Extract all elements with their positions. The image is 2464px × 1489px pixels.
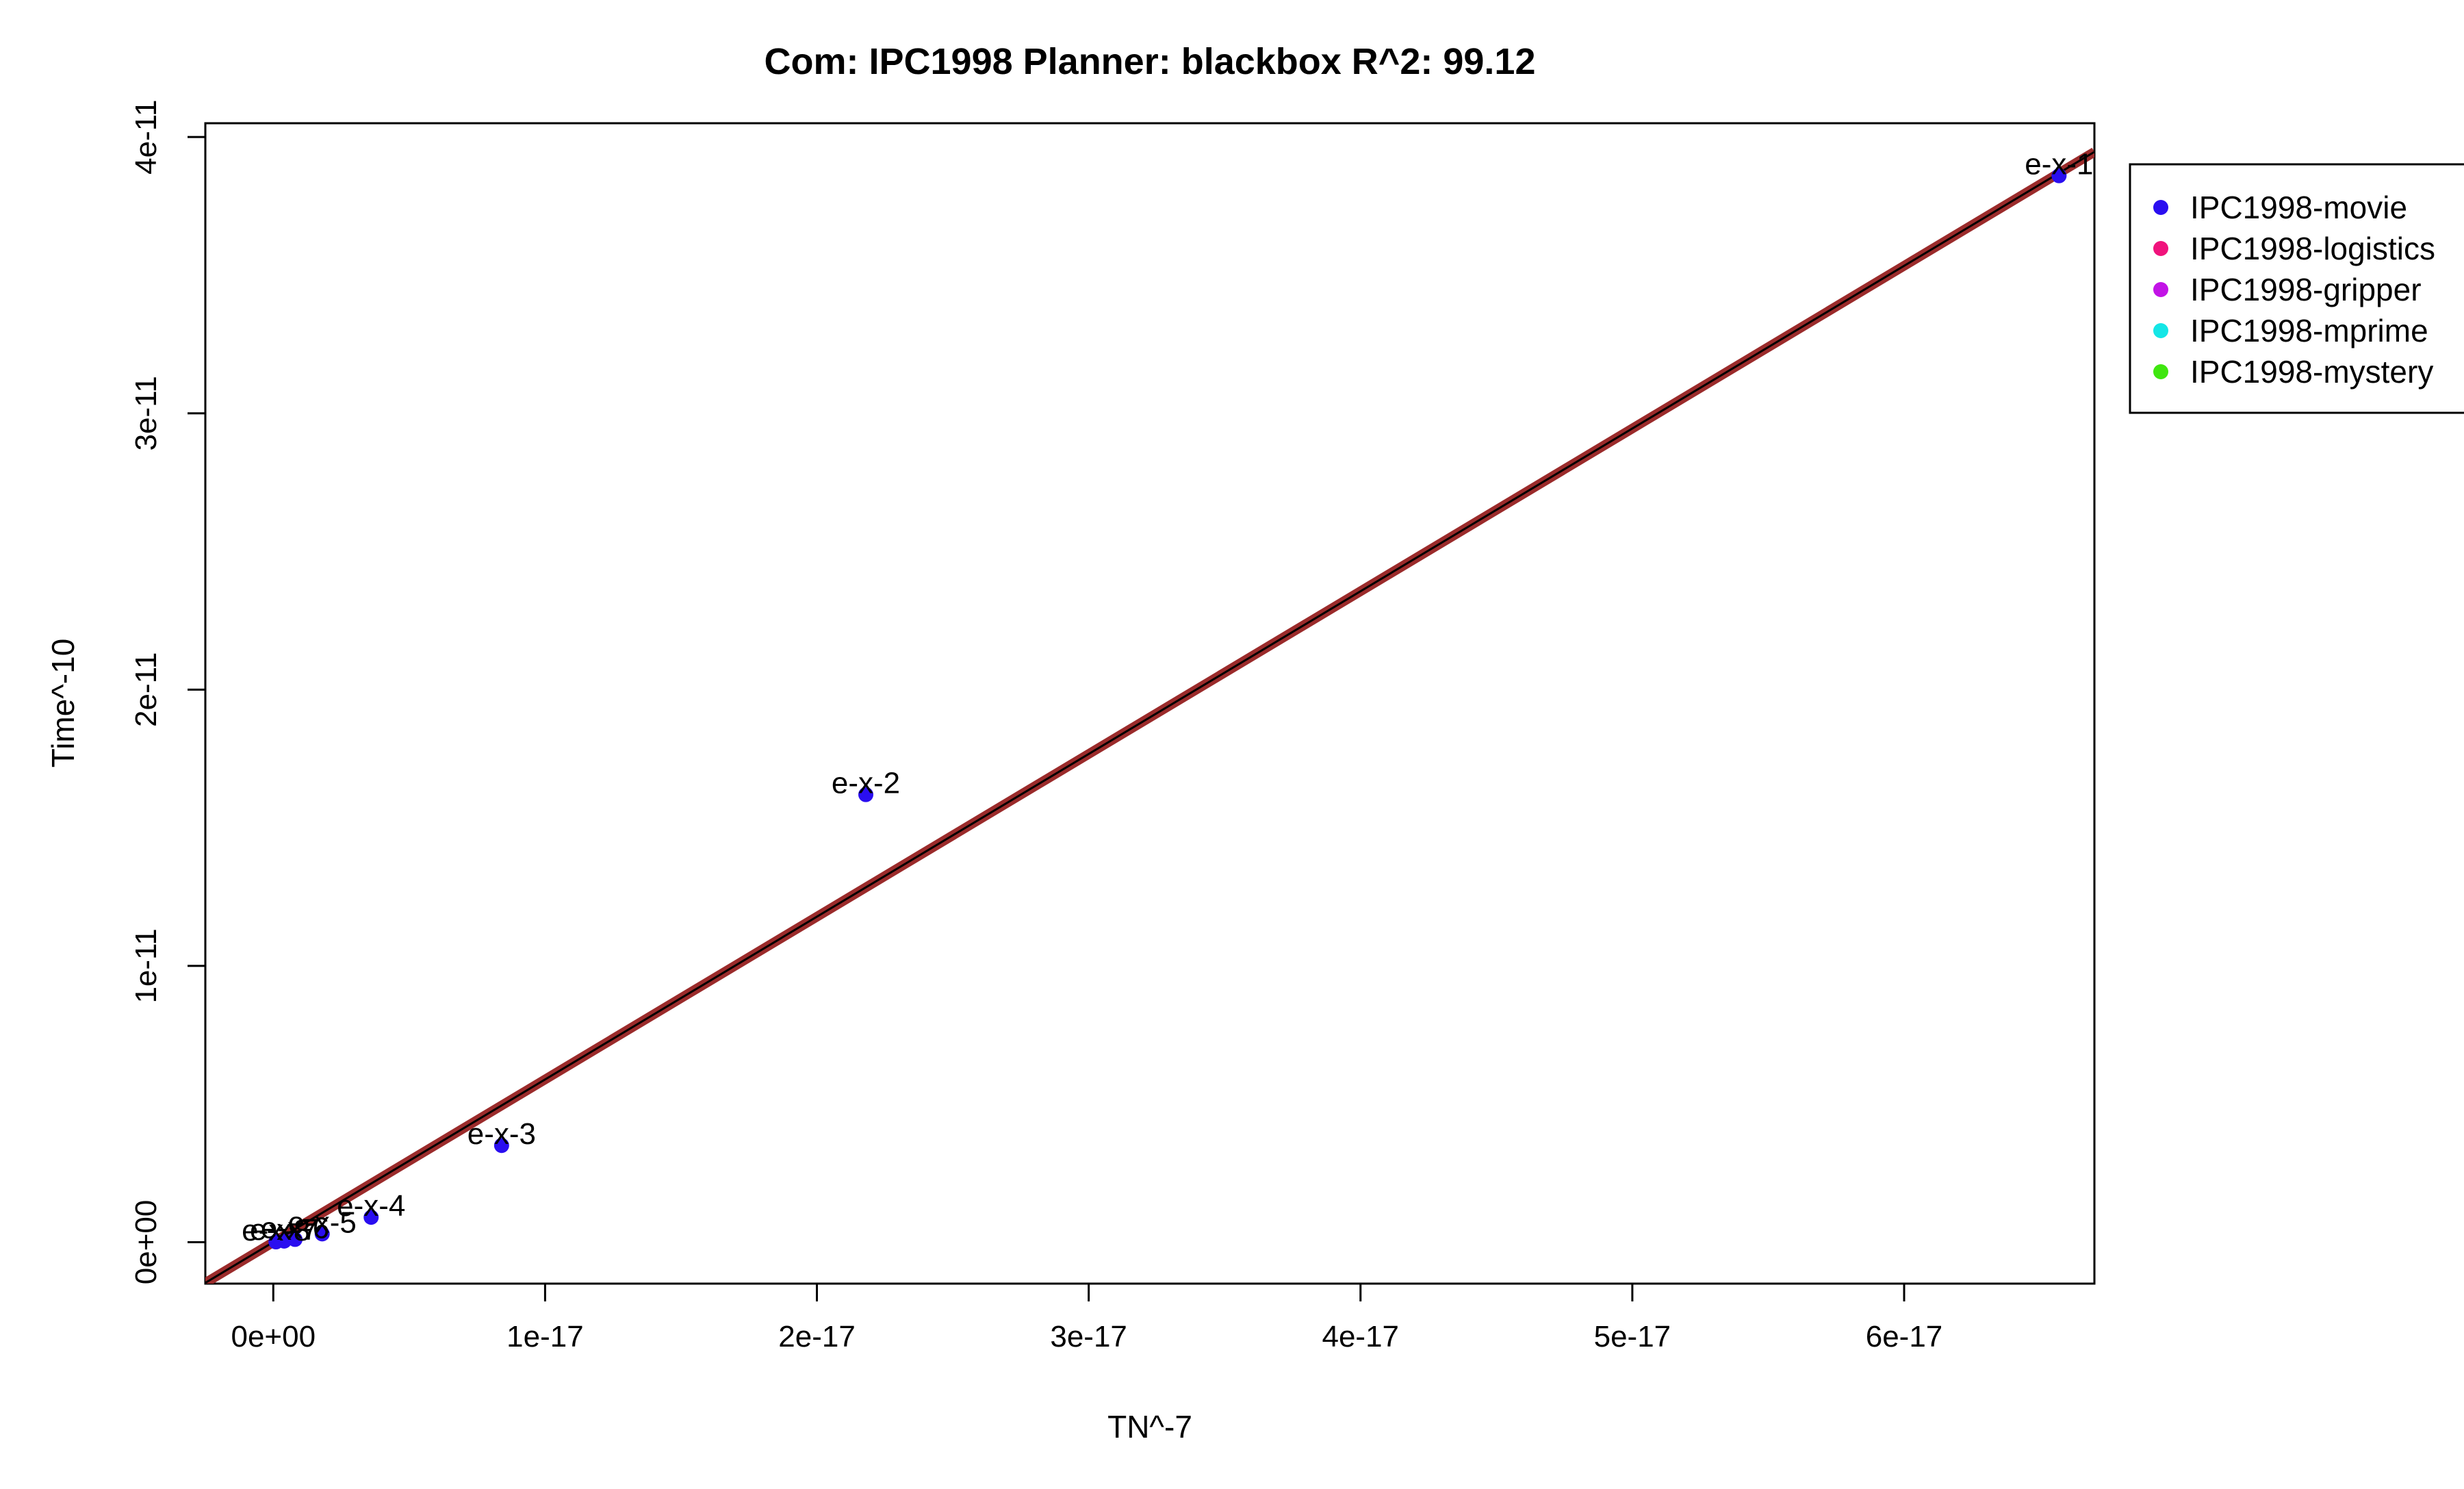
regression-line (205, 147, 2094, 1284)
x-tick-label: 2e-17 (778, 1320, 856, 1353)
y-tick-label: 4e-11 (129, 100, 163, 175)
data-point (268, 1234, 284, 1250)
legend-label: IPC1998-gripper (2190, 272, 2422, 307)
y-tick-label: 3e-11 (129, 376, 163, 450)
legend-marker (2153, 282, 2168, 297)
point-labels: e-x-1 e-x-2 e-x-3 e-x-4e-x-5e-x-6e-x-7e-x-8 (242, 148, 2093, 1247)
data-point (314, 1226, 330, 1242)
data-point (858, 787, 874, 802)
x-axis: 0e+00 1e-17 2e-17 3e-17 4e-17 5e-17 6e-17 (231, 1282, 1943, 1353)
chart-title: Com: IPC1998 Planner: blackbox R^2: 99.1… (765, 41, 1536, 82)
point-label: e-x-1 (2025, 148, 2093, 181)
legend-label: IPC1998-logistics (2190, 231, 2435, 266)
point-label: e-x-6 (261, 1211, 329, 1245)
x-tick-label: 4e-17 (1322, 1320, 1399, 1353)
y-tick-label: 0e+00 (129, 1200, 163, 1285)
x-axis-title: TN^-7 (1107, 1409, 1192, 1445)
legend-marker (2153, 241, 2168, 256)
y-tick-label: 1e-11 (129, 928, 163, 1003)
data-point (493, 1138, 509, 1154)
point-label: e-x-8 (242, 1214, 310, 1247)
y-axis: 0e+00 1e-11 2e-11 3e-11 4e-11 (129, 100, 207, 1285)
legend-items: IPC1998-movie IPC1998-logistics IPC1998-gr… (2153, 190, 2435, 390)
x-tick-label: 1e-17 (506, 1320, 584, 1353)
y-axis-title: Time^-10 (45, 639, 81, 768)
point-label: e-x-7 (250, 1213, 318, 1247)
legend-box (2129, 163, 2464, 414)
data-point (2051, 168, 2067, 183)
legend-marker (2153, 364, 2168, 379)
x-tick-label: 0e+00 (231, 1320, 316, 1353)
point-label: e-x-4 (337, 1189, 405, 1223)
y-tick-label: 2e-11 (129, 652, 163, 727)
point-label: e-x-2 (832, 767, 900, 800)
x-tick-label: 3e-17 (1050, 1320, 1127, 1353)
x-tick-label: 6e-17 (1866, 1320, 1943, 1353)
x-tick-label: 5e-17 (1594, 1320, 1671, 1353)
legend-label: IPC1998-movie (2190, 190, 2407, 225)
legend-label: IPC1998-mystery (2190, 354, 2433, 390)
legend-label: IPC1998-mprime (2190, 313, 2428, 348)
data-point (363, 1210, 379, 1225)
legend-marker (2153, 323, 2168, 338)
point-label: e-x-3 (467, 1117, 536, 1151)
fit-line-inner (205, 151, 2094, 1284)
legend: IPC1998-movie IPC1998-logistics IPC1998-gr… (2129, 163, 2464, 414)
data-points (268, 168, 2067, 1250)
point-label: e-x-5 (288, 1206, 357, 1239)
legend-marker (2153, 200, 2168, 215)
